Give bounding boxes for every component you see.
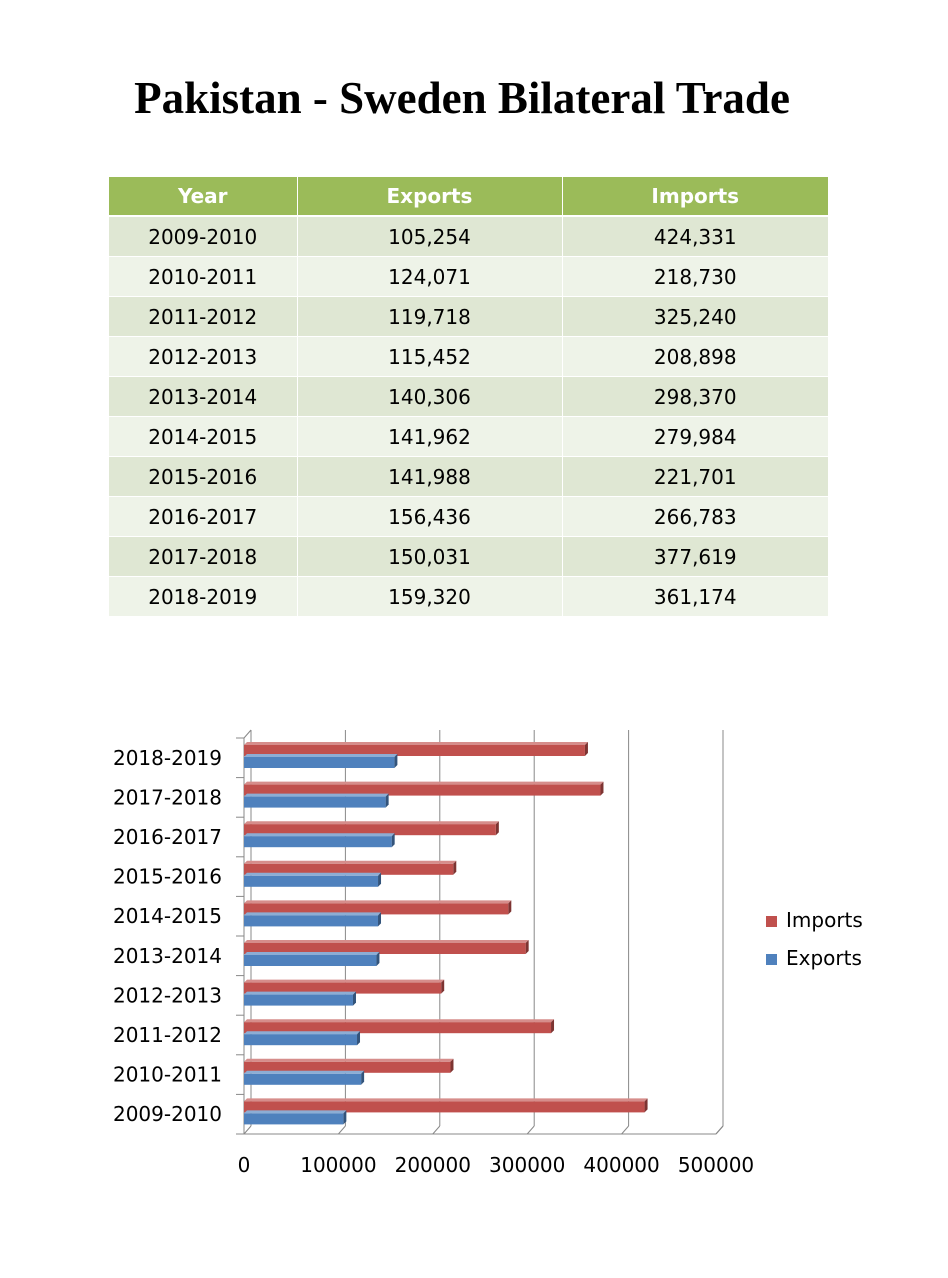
bar-exports <box>244 912 382 927</box>
cell-imports: 361,174 <box>562 576 828 617</box>
cell-exports: 141,962 <box>297 416 563 457</box>
y-tick-label: 2016-2017 <box>113 825 222 849</box>
floor-gridline <box>243 1125 252 1135</box>
cell-year: 2017-2018 <box>109 536 298 577</box>
bar-imports <box>244 979 445 994</box>
y-tick-label: 2009-2010 <box>113 1102 222 1126</box>
bar-exports <box>244 1031 361 1046</box>
x-tick-label: 400000 <box>583 1153 659 1177</box>
table-header-row: Year Exports Imports <box>109 177 828 217</box>
cell-exports: 159,320 <box>297 576 563 617</box>
bar-exports <box>244 1070 365 1085</box>
column-header-year: Year <box>109 177 298 217</box>
cell-exports: 140,306 <box>297 376 563 417</box>
table-row: 2017-2018 150,031 377,619 <box>109 536 828 577</box>
table-row: 2013-2014 140,306 298,370 <box>109 376 828 417</box>
y-tick-label: 2012-2013 <box>113 983 222 1007</box>
cell-imports: 266,783 <box>562 496 828 537</box>
bar-imports <box>244 1098 648 1113</box>
page-title: Pakistan - Sweden Bilateral Trade <box>134 73 790 123</box>
bar-exports <box>244 833 395 848</box>
bar-exports <box>244 952 380 966</box>
x-tick-label: 100000 <box>300 1153 376 1177</box>
bar-imports <box>244 940 529 954</box>
y-tick-label: 2017-2018 <box>113 785 222 809</box>
y-tick-label: 2014-2015 <box>113 904 222 928</box>
bar-imports <box>244 900 512 915</box>
floor-right-edge <box>715 1125 724 1135</box>
y-tick-label: 2013-2014 <box>113 944 222 968</box>
x-tick-label: 0 <box>238 1153 251 1177</box>
cell-exports: 150,031 <box>297 536 563 577</box>
y-tick-label: 2010-2011 <box>113 1063 222 1087</box>
x-tick-label: 500000 <box>678 1153 754 1177</box>
cell-year: 2016-2017 <box>109 496 298 537</box>
cell-imports: 218,730 <box>562 256 828 297</box>
legend-swatch-exports <box>766 954 777 965</box>
bar-imports <box>244 781 604 796</box>
trade-bar-chart: 2009-2010 2010-2011 2011-2012 2012-2013 2013… <box>113 729 863 1177</box>
cell-exports: 119,718 <box>297 296 563 337</box>
side-wall-top-edge <box>243 729 252 739</box>
cell-imports: 279,984 <box>562 416 828 457</box>
cell-imports: 221,701 <box>562 456 828 497</box>
cell-year: 2014-2015 <box>109 416 298 457</box>
bar-imports <box>244 742 588 756</box>
cell-year: 2018-2019 <box>109 576 298 617</box>
floor-gridline <box>338 1125 346 1135</box>
table-row: 2012-2013 115,452 208,898 <box>109 336 828 377</box>
y-tick-label: 2018-2019 <box>113 746 222 770</box>
cell-year: 2009-2010 <box>109 216 298 257</box>
bar-exports <box>244 872 382 887</box>
legend-label-imports: Imports <box>786 908 863 932</box>
cell-imports: 424,331 <box>562 216 828 257</box>
bar-imports <box>244 860 457 875</box>
y-tick-label: 2015-2016 <box>113 865 222 889</box>
trade-table: Year Exports Imports 2009-2010 105,254 424… <box>109 177 828 617</box>
cell-imports: 208,898 <box>562 336 828 377</box>
table-row: 2010-2011 124,071 218,730 <box>109 256 828 297</box>
cell-imports: 298,370 <box>562 376 828 417</box>
cell-exports: 141,988 <box>297 456 563 497</box>
cell-year: 2011-2012 <box>109 296 298 337</box>
bar-exports <box>244 1110 347 1125</box>
bar-imports <box>244 1019 555 1034</box>
cell-exports: 105,254 <box>297 216 563 257</box>
table-row: 2009-2010 105,254 424,331 <box>109 216 828 257</box>
table-row: 2011-2012 119,718 325,240 <box>109 296 828 337</box>
cell-year: 2015-2016 <box>109 456 298 497</box>
cell-year: 2010-2011 <box>109 256 298 297</box>
cell-exports: 115,452 <box>297 336 563 377</box>
table-row: 2015-2016 141,988 221,701 <box>109 456 828 497</box>
column-header-imports: Imports <box>562 177 828 217</box>
table-row: 2018-2019 159,320 361,174 <box>109 576 828 617</box>
y-tick-label: 2011-2012 <box>113 1023 222 1047</box>
cell-imports: 325,240 <box>562 296 828 337</box>
cell-exports: 156,436 <box>297 496 563 537</box>
cell-exports: 124,071 <box>297 256 563 297</box>
floor-gridline <box>526 1125 535 1135</box>
bar-imports <box>244 1058 454 1073</box>
table-row: 2016-2017 156,436 266,783 <box>109 496 828 537</box>
column-header-exports: Exports <box>297 177 563 217</box>
table-row: 2014-2015 141,962 279,984 <box>109 416 828 457</box>
bar-exports <box>244 991 356 1006</box>
legend-swatch-imports <box>766 916 777 927</box>
cell-year: 2012-2013 <box>109 336 298 377</box>
bar-imports <box>244 821 499 836</box>
x-tick-label: 200000 <box>395 1153 471 1177</box>
floor-gridline <box>621 1125 629 1135</box>
floor-gridline <box>432 1125 441 1135</box>
bar-exports <box>244 754 398 768</box>
bar-exports <box>244 793 389 808</box>
legend-label-exports: Exports <box>786 946 862 970</box>
x-tick-label: 300000 <box>489 1153 565 1177</box>
cell-imports: 377,619 <box>562 536 828 577</box>
cell-year: 2013-2014 <box>109 376 298 417</box>
